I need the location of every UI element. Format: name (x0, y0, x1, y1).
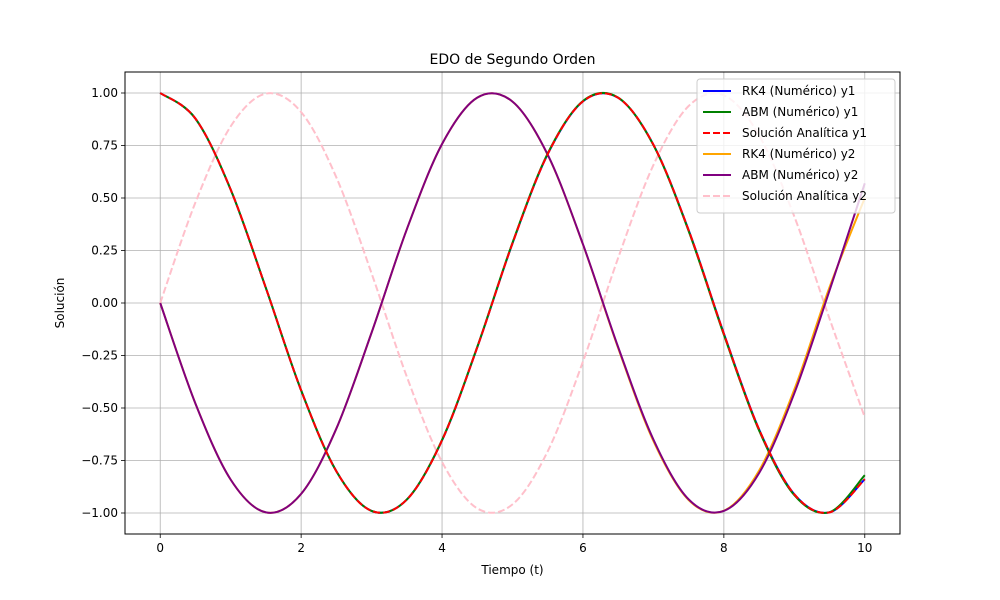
x-tick-label: 2 (297, 541, 305, 555)
y-tick-label: 0.50 (91, 191, 118, 205)
legend-entry: ABM (Numérico) y2 (742, 168, 858, 182)
y-tick-label: 1.00 (91, 86, 118, 100)
y-tick-label: 0.25 (91, 244, 118, 258)
legend-entry: RK4 (Numérico) y2 (742, 147, 855, 161)
y-axis-label: Solución (53, 278, 67, 329)
chart-title: EDO de Segundo Orden (430, 52, 596, 68)
x-tick-label: 8 (720, 541, 728, 555)
legend-entry: ABM (Numérico) y1 (742, 105, 858, 119)
y-tick-label: −0.50 (81, 401, 118, 415)
y-tick-label: −1.00 (81, 506, 118, 520)
legend-entry: RK4 (Numérico) y1 (742, 84, 855, 98)
series-line-4 (159, 92, 866, 514)
y-tick-label: 0.75 (91, 139, 118, 153)
x-tick-label: 0 (156, 541, 164, 555)
legend-entry: Solución Analítica y2 (742, 189, 867, 203)
x-tick-label: 6 (579, 541, 587, 555)
series-layer (159, 91, 866, 514)
y-tick-label: −0.25 (81, 349, 118, 363)
y-tick-label: −0.75 (81, 454, 118, 468)
legend-entry: Solución Analítica y1 (742, 126, 867, 140)
x-axis-label: Tiempo (t) (480, 563, 543, 577)
ticks: 0 2 4 6 8 10 −1.00 −0.75 −0.50 −0.25 0.00 0.25 0.50 0… (81, 86, 872, 555)
x-tick-label: 4 (438, 541, 446, 555)
series-line-5 (159, 92, 866, 514)
y-tick-label: 0.00 (91, 296, 118, 310)
legend-box (696, 78, 896, 214)
series-line-2 (159, 92, 866, 514)
legend: RK4 (Numérico) y1 ABM (Numérico) y1 Soluci… (696, 78, 896, 214)
x-tick-label: 10 (857, 541, 872, 555)
